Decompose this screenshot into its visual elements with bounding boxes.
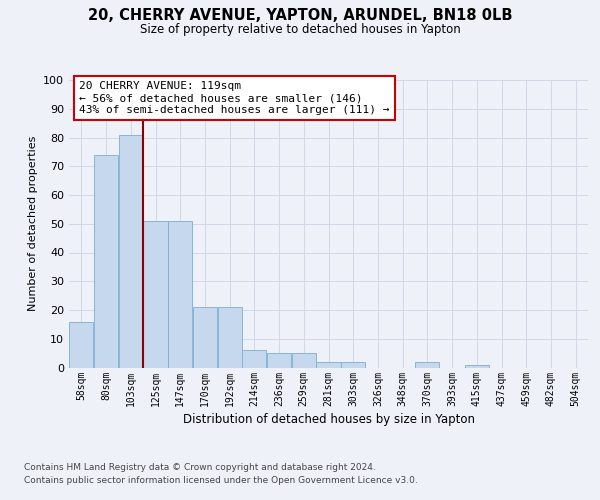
Bar — [316, 362, 341, 368]
Bar — [464, 364, 489, 368]
Bar — [94, 155, 118, 368]
Text: Contains HM Land Registry data © Crown copyright and database right 2024.: Contains HM Land Registry data © Crown c… — [24, 462, 376, 471]
Bar — [168, 221, 193, 368]
Bar — [119, 134, 143, 368]
Text: Size of property relative to detached houses in Yapton: Size of property relative to detached ho… — [140, 22, 460, 36]
Y-axis label: Number of detached properties: Number of detached properties — [28, 136, 38, 312]
Text: Contains public sector information licensed under the Open Government Licence v3: Contains public sector information licen… — [24, 476, 418, 485]
Bar — [415, 362, 439, 368]
Text: 20, CHERRY AVENUE, YAPTON, ARUNDEL, BN18 0LB: 20, CHERRY AVENUE, YAPTON, ARUNDEL, BN18… — [88, 8, 512, 22]
Bar — [193, 307, 217, 368]
Bar — [218, 307, 242, 368]
Text: Distribution of detached houses by size in Yapton: Distribution of detached houses by size … — [183, 412, 475, 426]
Bar — [69, 322, 94, 368]
Text: 20 CHERRY AVENUE: 119sqm
← 56% of detached houses are smaller (146)
43% of semi-: 20 CHERRY AVENUE: 119sqm ← 56% of detach… — [79, 82, 390, 114]
Bar — [341, 362, 365, 368]
Bar — [143, 221, 167, 368]
Bar — [267, 353, 291, 368]
Bar — [242, 350, 266, 368]
Bar — [292, 353, 316, 368]
